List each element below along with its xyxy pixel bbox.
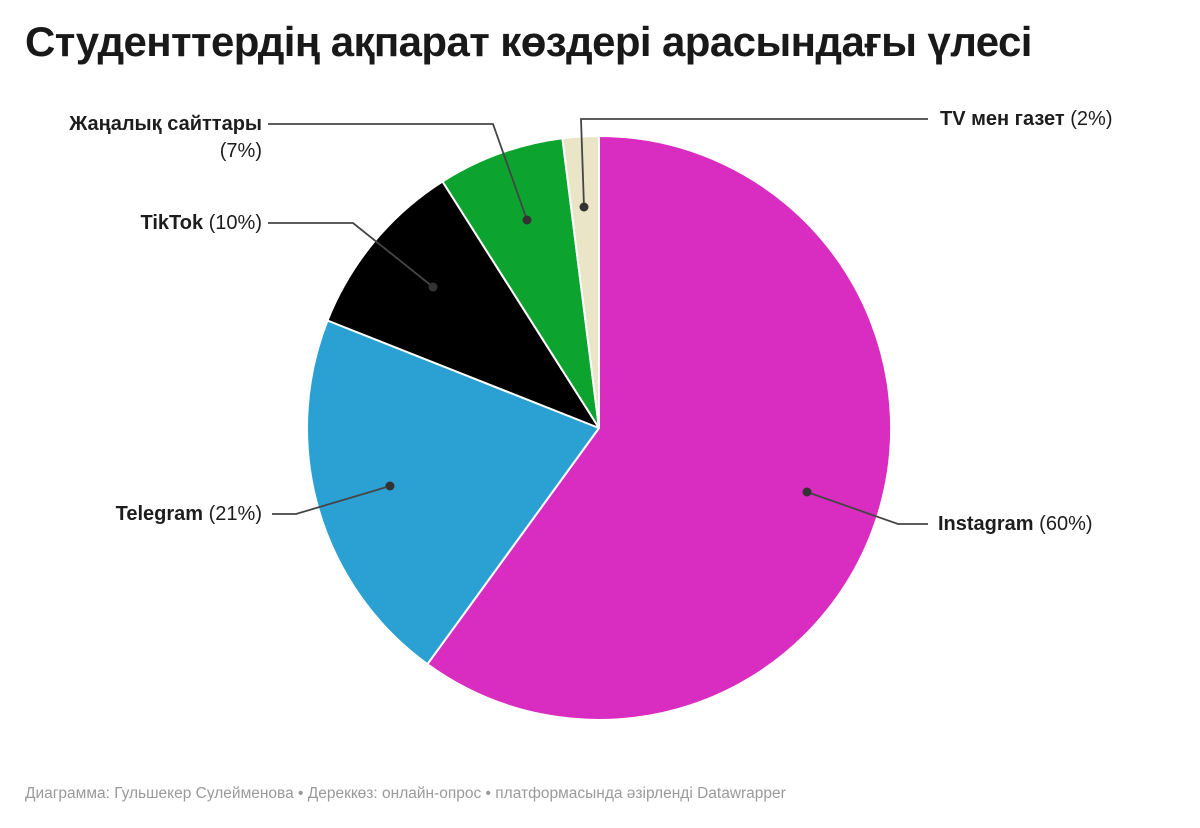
callout-dot-instagram [802, 487, 812, 497]
slice-label-news-sites: Жаңалық сайттары (7%) [69, 111, 262, 166]
pie-slice-news-sites [441, 137, 600, 429]
pie-slice-instagram [426, 135, 892, 721]
slice-label-tv-newspaper: TV мен газет (2%) [940, 106, 1113, 132]
pie-slice-telegram [306, 319, 600, 666]
slice-label-name-news-sites: Жаңалық сайттары [69, 113, 262, 135]
callout-line-tv-newspaper [580, 118, 928, 208]
slice-label-name-tiktok: TikTok [140, 212, 204, 234]
slice-label-instagram: Instagram (60%) [938, 511, 1093, 537]
callout-line-telegram [272, 485, 391, 515]
pie-slice-tiktok [326, 180, 600, 429]
slice-label-tiktok: TikTok (10%) [140, 210, 262, 236]
callout-dot-telegram [385, 481, 395, 491]
slice-label-name-tv-newspaper: TV мен газет [940, 108, 1065, 130]
callout-dot-news-sites [522, 215, 532, 225]
callout-dot-tv-newspaper [579, 202, 589, 212]
callout-line-tiktok [268, 222, 434, 288]
slice-label-pct-telegram: (21%) [208, 503, 262, 525]
callout-line-news-sites [268, 123, 528, 221]
slice-label-name-instagram: Instagram [938, 513, 1034, 535]
slice-label-pct-news-sites: (7%) [219, 140, 262, 162]
slice-label-pct-tiktok: (10%) [208, 212, 262, 234]
chart-footer: Диаграмма: Гульшекер Сулейменова • Дерек… [25, 785, 786, 802]
slice-label-pct-tv-newspaper: (2%) [1070, 108, 1113, 130]
slice-label-telegram: Telegram (21%) [116, 501, 262, 527]
slice-label-pct-instagram: (60%) [1039, 513, 1093, 535]
callout-dot-tiktok [428, 282, 438, 292]
pie-slice-tv-newspaper [561, 134, 600, 429]
slice-label-name-telegram: Telegram [115, 503, 204, 525]
chart-title: Студенттердің ақпарат көздері арасындағы… [25, 18, 1032, 65]
callout-line-instagram [806, 491, 928, 525]
